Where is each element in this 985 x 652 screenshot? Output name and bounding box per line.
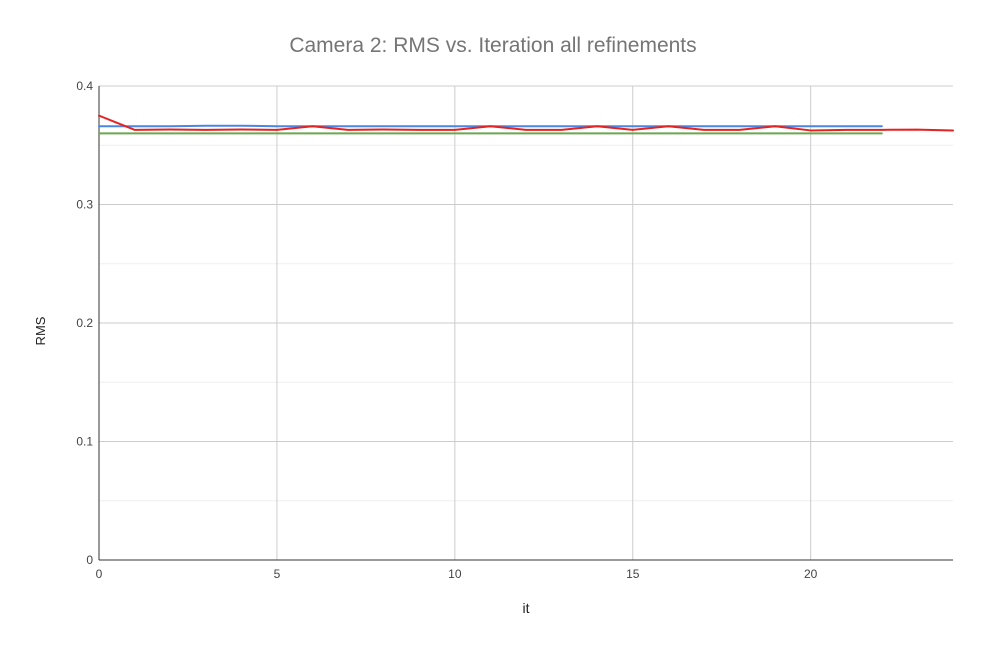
y-tick-label: 0.2 [76,316,93,330]
axes [98,86,953,561]
y-tick-label: 0.3 [76,198,93,212]
x-tick-label: 5 [274,567,281,581]
y-tick-label: 0 [86,553,93,567]
series-line-3 [98,114,954,132]
y-tick-label: 0.1 [76,435,93,449]
x-axis-label: it [523,600,530,616]
y-axis-label: RMS [33,316,48,345]
chart-title: Camera 2: RMS vs. Iteration all refineme… [289,34,696,57]
x-tick-label: 0 [96,567,103,581]
tick-labels: 0 0.1 0.2 0.3 0.4 0 5 10 15 20 [76,79,817,581]
grid-lines [99,85,953,560]
series-lines [98,114,954,135]
x-tick-label: 10 [448,567,462,581]
x-tick-label: 15 [626,567,640,581]
x-tick-label: 20 [804,567,818,581]
y-tick-label: 0.4 [76,79,93,93]
